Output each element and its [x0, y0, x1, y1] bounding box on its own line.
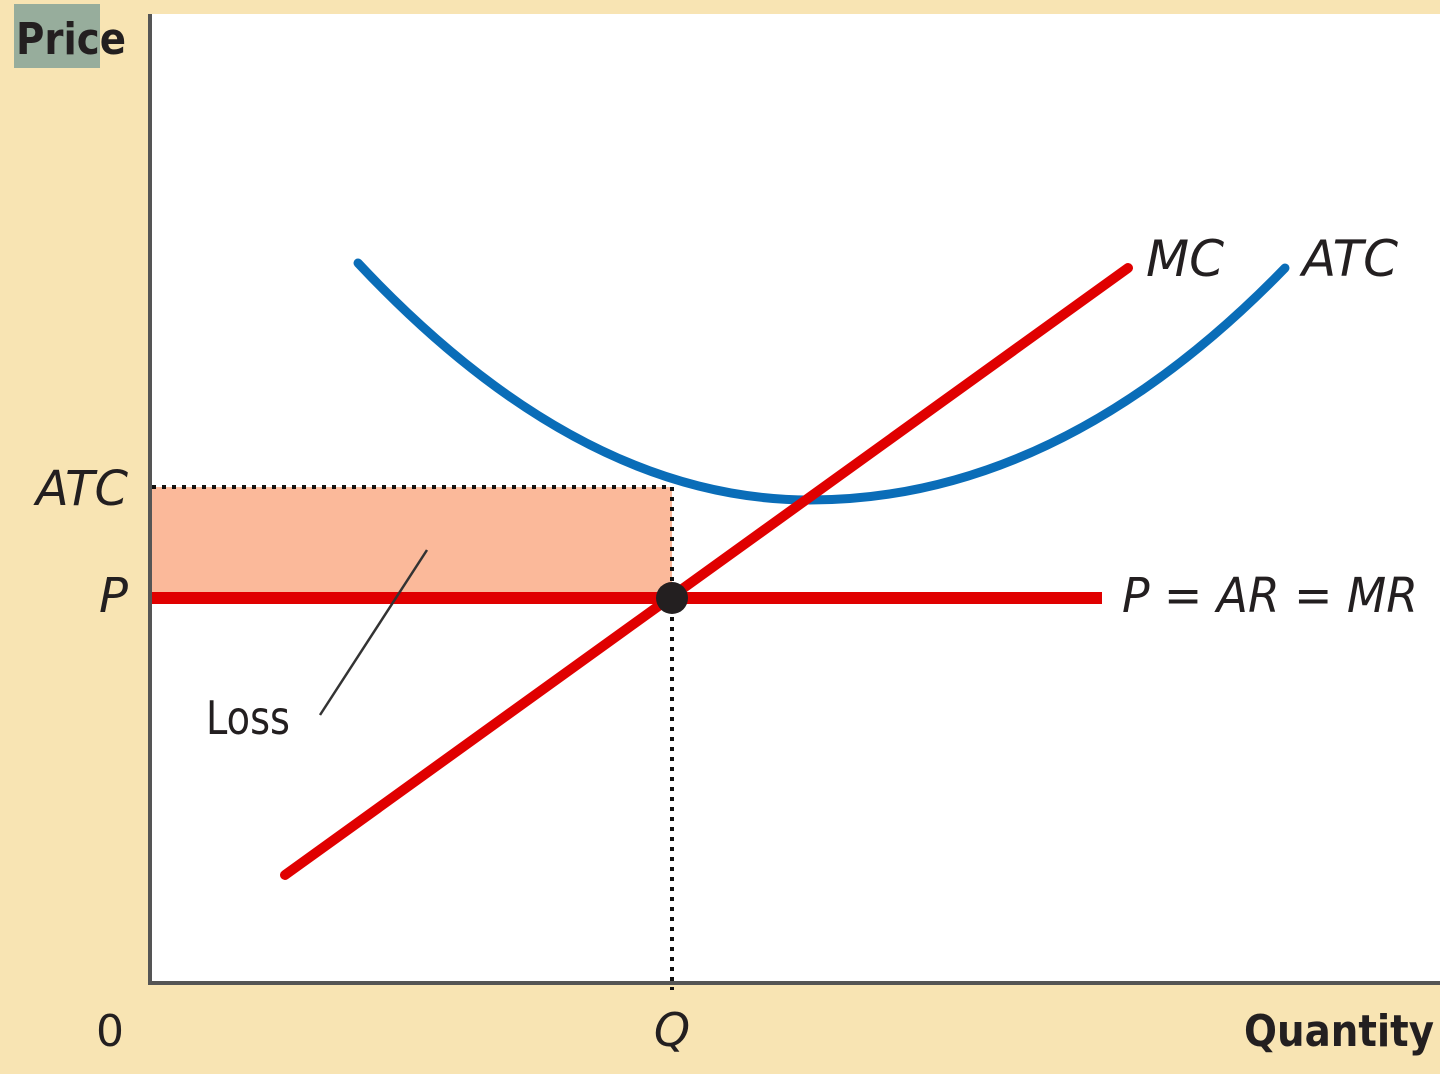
p-tick-label: P	[99, 568, 128, 624]
atc-tick-label: ATC	[33, 461, 129, 517]
origin-label: 0	[96, 1006, 124, 1057]
y-axis-label: Price	[16, 14, 126, 65]
price-line-label: P = AR = MR	[1122, 568, 1418, 624]
loss-leader-line	[318, 549, 429, 716]
loss-area	[150, 487, 672, 598]
q-tick-label: Q	[654, 1003, 690, 1057]
mc-curve-label: MC	[1146, 230, 1224, 288]
atc-curve-label: ATC	[1299, 230, 1398, 288]
equilibrium-point	[656, 582, 688, 614]
mc-curve	[280, 263, 1133, 880]
x-axis-label: Quantity	[1244, 1006, 1434, 1057]
loss-label: Loss	[206, 691, 290, 745]
price-label-highlight	[14, 4, 100, 68]
